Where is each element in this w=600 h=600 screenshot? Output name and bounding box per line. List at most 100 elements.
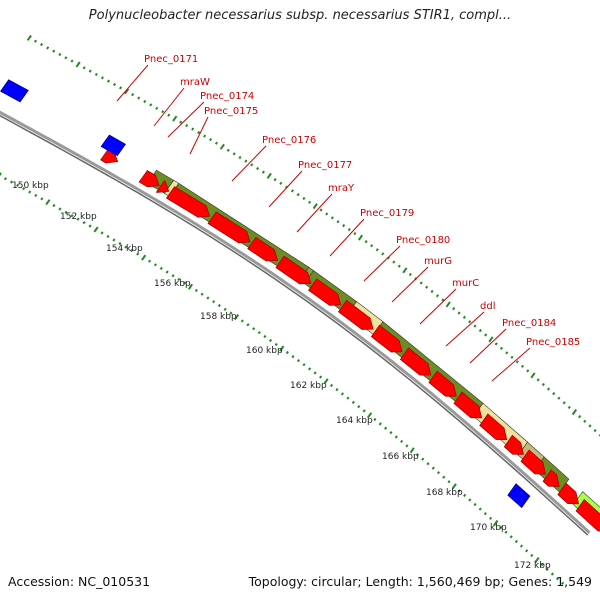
tick-dot	[546, 387, 551, 391]
tick-dot	[82, 66, 86, 70]
reverse-gene[interactable]	[507, 483, 531, 509]
gene-label-2[interactable]: Pnec_0174	[200, 91, 254, 102]
gene-label-6[interactable]: mraY	[328, 183, 355, 194]
tick-dot	[171, 274, 175, 278]
gene-arrow[interactable]	[542, 469, 560, 487]
tick-dot	[206, 296, 210, 300]
tick-dot	[266, 172, 272, 179]
gene-arrow[interactable]	[337, 299, 374, 330]
tick-dot	[64, 210, 68, 214]
gene-label-5[interactable]: Pnec_0177	[298, 160, 352, 171]
tick-dot	[504, 530, 508, 534]
backbone-line-outer	[0, 110, 591, 534]
tick-dot	[405, 444, 409, 448]
tick-dot	[308, 200, 312, 204]
gene-label-1[interactable]: mraW	[180, 77, 210, 88]
tick-dot	[530, 372, 536, 379]
tick-dot	[375, 248, 379, 252]
tick-dot	[488, 516, 493, 520]
topology-summary: Topology: circular; Length: 1,560,469 bp…	[248, 574, 592, 589]
gene-label-13[interactable]: Pnec_0185	[526, 337, 580, 348]
tick-dot	[16, 183, 20, 187]
leader-line	[153, 87, 185, 127]
gene-label-0[interactable]: Pnec_0171	[144, 54, 198, 65]
tick-dot	[223, 307, 227, 311]
tick-dot	[177, 277, 181, 281]
tick-dot	[347, 228, 351, 232]
gene-label-12[interactable]: Pnec_0184	[502, 318, 556, 329]
gene-arrow[interactable]	[399, 347, 432, 376]
gene-label-8[interactable]: Pnec_0180	[396, 235, 450, 246]
gene-arrow[interactable]	[207, 211, 251, 244]
tick-dot	[435, 294, 440, 298]
gene-arrow[interactable]	[165, 186, 211, 218]
tick-dot	[555, 577, 560, 581]
tick-dot	[462, 315, 466, 319]
gene-arrow[interactable]	[138, 170, 160, 188]
gene-arrow[interactable]	[428, 370, 457, 397]
gene-label-11[interactable]: ddl	[480, 301, 495, 312]
gene-arrow[interactable]	[370, 324, 403, 353]
tick-dot	[515, 360, 519, 364]
gene-arrow[interactable]	[155, 180, 170, 193]
gene-arrow[interactable]	[503, 434, 524, 455]
tick-dot	[378, 422, 382, 426]
tick-dot	[351, 400, 355, 404]
tick-dot	[279, 345, 285, 352]
tick-dot	[34, 193, 38, 197]
tick-label-9: 168 kbp	[426, 488, 463, 498]
gene-arrow[interactable]	[479, 413, 508, 441]
reverse-gene[interactable]	[100, 134, 126, 157]
tick-label-7: 164 kbp	[336, 416, 373, 426]
tick-dot	[534, 557, 540, 564]
gene-arrow[interactable]	[275, 255, 312, 285]
tick-dot	[552, 392, 556, 396]
tick-dot	[373, 417, 377, 422]
gene-label-9[interactable]: murG	[424, 256, 452, 267]
tick-dot	[94, 72, 98, 77]
tick-dot	[161, 110, 165, 114]
tick-dot	[136, 252, 140, 256]
gene-label-7[interactable]: Pnec_0179	[360, 208, 414, 219]
gene-label-3[interactable]: Pnec_0175	[204, 106, 258, 117]
tick-dot	[426, 462, 430, 466]
gene-arrow[interactable]	[520, 449, 547, 475]
tick-label-6: 162 kbp	[290, 381, 327, 391]
tick-dot	[431, 466, 435, 470]
gene-label-10[interactable]: murC	[452, 278, 479, 289]
tick-dot	[319, 375, 323, 379]
tick-dot	[118, 241, 122, 246]
tick-dot	[100, 76, 104, 80]
gene-arrow[interactable]	[575, 499, 600, 532]
gene-track	[100, 147, 600, 532]
tick-dot	[335, 388, 339, 392]
tick-dot	[514, 539, 518, 544]
tick-dot	[52, 203, 56, 208]
tick-dot	[70, 59, 74, 63]
tick-dot	[457, 489, 462, 493]
tick-dot	[159, 266, 163, 270]
gene-label-4[interactable]: Pnec_0176	[262, 135, 316, 146]
tick-label-3: 156 kbp	[154, 279, 191, 289]
leader-line	[268, 170, 303, 208]
tick-dot	[219, 143, 225, 150]
tick-dot	[473, 502, 477, 507]
reverse-gene[interactable]	[0, 79, 29, 103]
tick-dot	[525, 549, 529, 553]
tick-dot	[147, 259, 152, 263]
gene-arrow[interactable]	[557, 482, 580, 505]
tick-dot	[203, 134, 207, 138]
tick-dot	[583, 419, 587, 423]
tick-dot	[445, 301, 451, 308]
tick-label-2: 154 kbp	[106, 244, 143, 254]
tick-dot	[179, 120, 183, 124]
gene-arrow[interactable]	[308, 278, 342, 306]
gene-arrow[interactable]	[247, 236, 279, 262]
tick-dot	[442, 475, 446, 479]
tick-dot	[28, 190, 32, 194]
tick-dot	[451, 483, 457, 490]
tick-dot	[45, 199, 51, 206]
tick-label-1: 152 kbp	[60, 212, 97, 222]
gene-arrow[interactable]	[453, 391, 483, 419]
